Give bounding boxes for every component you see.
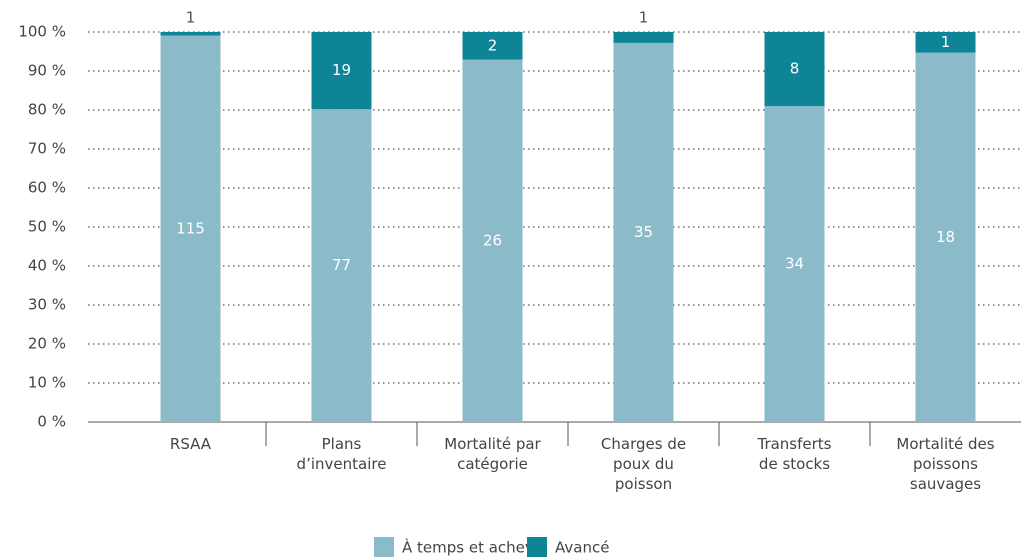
bar-segment [764, 106, 825, 422]
data-label: 26 [483, 231, 502, 249]
x-tick-line: catégorie [457, 455, 528, 473]
x-tick-line: Transferts [756, 435, 831, 453]
data-label: 34 [785, 255, 804, 273]
data-label: 18 [936, 228, 955, 246]
y-tick-label: 90 % [28, 62, 66, 80]
bar-segment [462, 59, 523, 422]
y-tick-label: 70 % [28, 140, 66, 158]
bar-segment [311, 109, 372, 422]
legend-label: Avancé [555, 539, 609, 557]
x-tick-line: poissons [913, 455, 978, 473]
y-tick-label: 30 % [28, 296, 66, 314]
data-label: 115 [176, 219, 205, 237]
bar-segment [915, 32, 976, 53]
x-tick-label: Mortalité par catégorie [444, 435, 541, 473]
x-tick-label: Mortalité des poissons sauvages [896, 435, 994, 493]
bar-segment [613, 42, 674, 423]
y-tick-label: 20 % [28, 335, 66, 353]
data-label: 35 [634, 223, 653, 241]
x-tick-line: d’inventaire [297, 455, 387, 473]
data-label: 1 [639, 9, 649, 27]
x-tick-line: sauvages [910, 475, 981, 493]
data-label: 1 [186, 9, 196, 27]
x-tick-label: Transferts de stocks [756, 435, 831, 473]
x-tick-line: RSAA [170, 435, 212, 453]
y-tick-label: 40 % [28, 257, 66, 275]
data-label: 1 [941, 33, 951, 51]
bar-segment [462, 32, 523, 60]
bar-segment [311, 32, 372, 110]
y-tick-label: 0 % [37, 413, 66, 431]
bar-segment [764, 32, 825, 107]
y-tick-label: 10 % [28, 374, 66, 392]
x-tick-label: Charges de poux du poisson [601, 435, 686, 493]
data-label: 2 [488, 36, 498, 54]
y-tick-label: 50 % [28, 218, 66, 236]
x-tick-line: Plans [322, 435, 362, 453]
legend-swatch [374, 537, 394, 557]
bar-segment [160, 35, 221, 422]
x-tick-label: RSAA [170, 435, 212, 453]
x-tick-line: Mortalité par [444, 435, 541, 453]
y-tick-label: 60 % [28, 179, 66, 197]
bar-segment [915, 52, 976, 423]
x-tick-label: Plans d’inventaire [297, 435, 387, 473]
x-tick-line: Mortalité des [896, 435, 994, 453]
legend-swatch [527, 537, 547, 557]
bar-segment [613, 32, 674, 43]
data-label: 77 [332, 256, 351, 274]
data-label: 19 [332, 61, 351, 79]
x-tick-line: Charges de [601, 435, 686, 453]
y-tick-label: 80 % [28, 101, 66, 119]
x-tick-line: poux du [613, 455, 674, 473]
data-label: 8 [790, 60, 800, 78]
bar-segment [160, 32, 221, 36]
x-tick-line: de stocks [759, 455, 830, 473]
y-tick-label: 100 % [18, 23, 66, 41]
legend-label: À temps et achevé [402, 538, 543, 557]
x-tick-line: poisson [615, 475, 672, 493]
